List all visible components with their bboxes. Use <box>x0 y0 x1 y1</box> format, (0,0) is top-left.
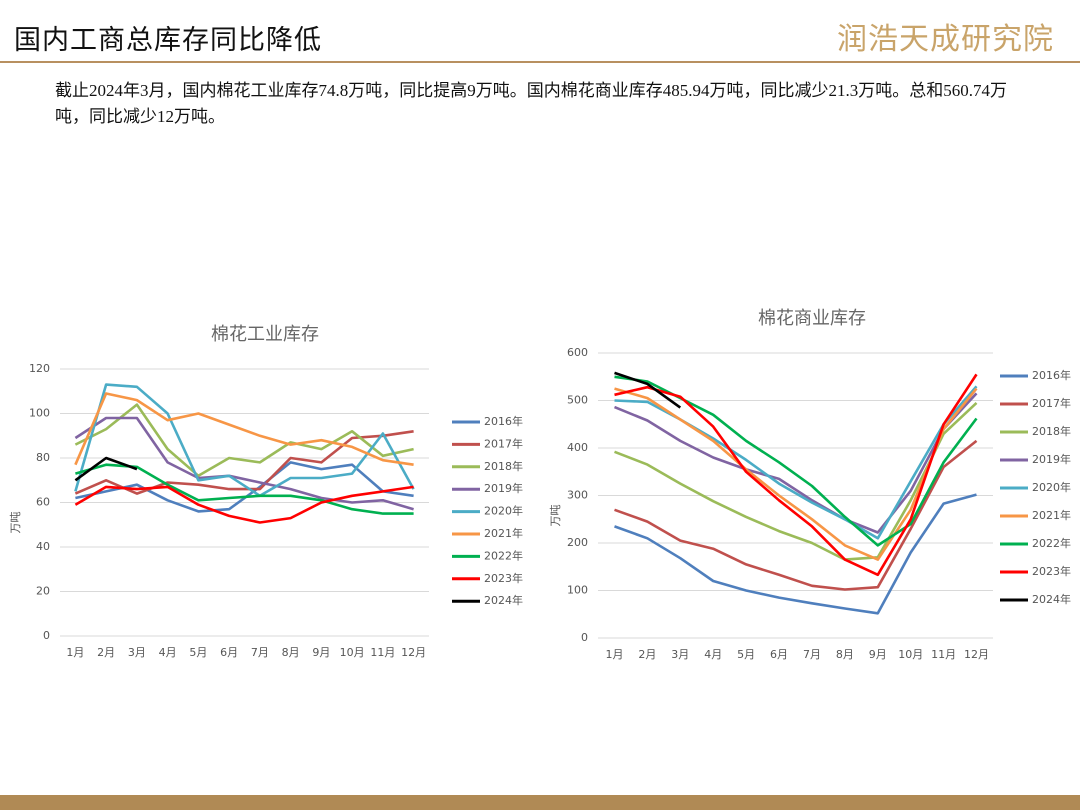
header-rule <box>0 61 1080 63</box>
y-tick-label: 300 <box>567 489 588 502</box>
footer-band <box>0 795 1080 810</box>
x-tick-label: 1月 <box>66 646 84 659</box>
x-tick-label: 1月 <box>605 648 623 661</box>
series-line <box>614 373 978 577</box>
legend-label: 2022年 <box>1032 536 1071 550</box>
y-tick-label: 0 <box>43 629 50 642</box>
legend-label: 2020年 <box>484 504 523 518</box>
logo: 润浩天成研究院 <box>837 23 1054 56</box>
x-tick-label: 5月 <box>737 648 755 661</box>
series-line <box>74 485 414 524</box>
x-tick-label: 12月 <box>964 648 989 661</box>
x-tick-label: 9月 <box>869 648 887 661</box>
x-tick-label: 4月 <box>159 646 177 659</box>
legend-label: 2024年 <box>484 593 523 607</box>
series-line <box>614 387 978 561</box>
legend-label: 2016年 <box>484 414 523 428</box>
legend-label: 2019年 <box>1032 452 1071 466</box>
x-tick-label: 2月 <box>97 646 115 659</box>
series-line <box>74 383 415 498</box>
y-tick-label: 120 <box>29 362 50 375</box>
legend-label: 2020年 <box>1032 480 1071 494</box>
series-line <box>614 385 978 540</box>
x-tick-label: 8月 <box>282 646 300 659</box>
x-tick-label: 3月 <box>128 646 146 659</box>
x-tick-label: 10月 <box>340 646 365 659</box>
x-tick-label: 8月 <box>836 648 854 661</box>
x-tick-label: 3月 <box>671 648 689 661</box>
series-line <box>614 371 682 409</box>
y-tick-label: 200 <box>567 536 588 549</box>
series-line <box>614 493 977 615</box>
legend-label: 2021年 <box>1032 508 1071 522</box>
x-tick-label: 4月 <box>704 648 722 661</box>
series-line <box>614 439 978 591</box>
y-tick-label: 400 <box>567 441 588 454</box>
series-line <box>74 403 414 478</box>
y-tick-label: 600 <box>567 346 588 359</box>
x-tick-label: 12月 <box>401 646 426 659</box>
x-tick-label: 9月 <box>312 646 330 659</box>
y-tick-label: 100 <box>567 584 588 597</box>
legend-label: 2018年 <box>1032 424 1071 438</box>
y-tick-label: 80 <box>36 451 50 464</box>
x-tick-label: 11月 <box>931 648 956 661</box>
legend-label: 2016年 <box>1032 368 1071 382</box>
x-tick-label: 5月 <box>189 646 207 659</box>
x-tick-label: 7月 <box>803 648 821 661</box>
legend-label: 2023年 <box>1032 564 1071 578</box>
y-axis-label: 万吨 <box>9 512 22 534</box>
y-tick-label: 60 <box>36 496 50 509</box>
legend-label: 2017年 <box>1032 396 1071 410</box>
y-axis-label: 万吨 <box>549 505 562 527</box>
legend-label: 2019年 <box>484 481 523 495</box>
x-tick-label: 11月 <box>370 646 395 659</box>
chart-title: 棉花工业库存 <box>211 324 319 344</box>
legend-label: 2023年 <box>484 571 523 585</box>
y-tick-label: 500 <box>567 394 588 407</box>
legend-label: 2024年 <box>1032 592 1071 606</box>
series-line <box>74 416 414 511</box>
legend-label: 2017年 <box>484 436 523 450</box>
y-tick-label: 0 <box>581 631 588 644</box>
x-tick-label: 2月 <box>638 648 656 661</box>
series-line <box>614 392 978 534</box>
y-tick-label: 20 <box>36 585 50 598</box>
summary-text: 截止2024年3月，国内棉花工业库存74.8万吨，同比提高9万吨。国内棉花商业库… <box>55 81 1007 126</box>
y-tick-label: 100 <box>29 407 50 420</box>
legend-label: 2021年 <box>484 526 523 540</box>
x-tick-label: 7月 <box>251 646 269 659</box>
series-line <box>74 392 414 466</box>
chart-title: 棉花商业库存 <box>758 308 866 328</box>
series-line <box>614 401 978 561</box>
slide-title: 国内工商总库存同比降低 <box>14 25 322 55</box>
legend-label: 2022年 <box>484 548 523 562</box>
x-tick-label: 6月 <box>770 648 788 661</box>
series-line <box>74 456 138 482</box>
x-tick-label: 6月 <box>220 646 238 659</box>
x-tick-label: 10月 <box>898 648 923 661</box>
legend-label: 2018年 <box>484 459 523 473</box>
series-line <box>74 430 414 495</box>
y-tick-label: 40 <box>36 540 50 553</box>
